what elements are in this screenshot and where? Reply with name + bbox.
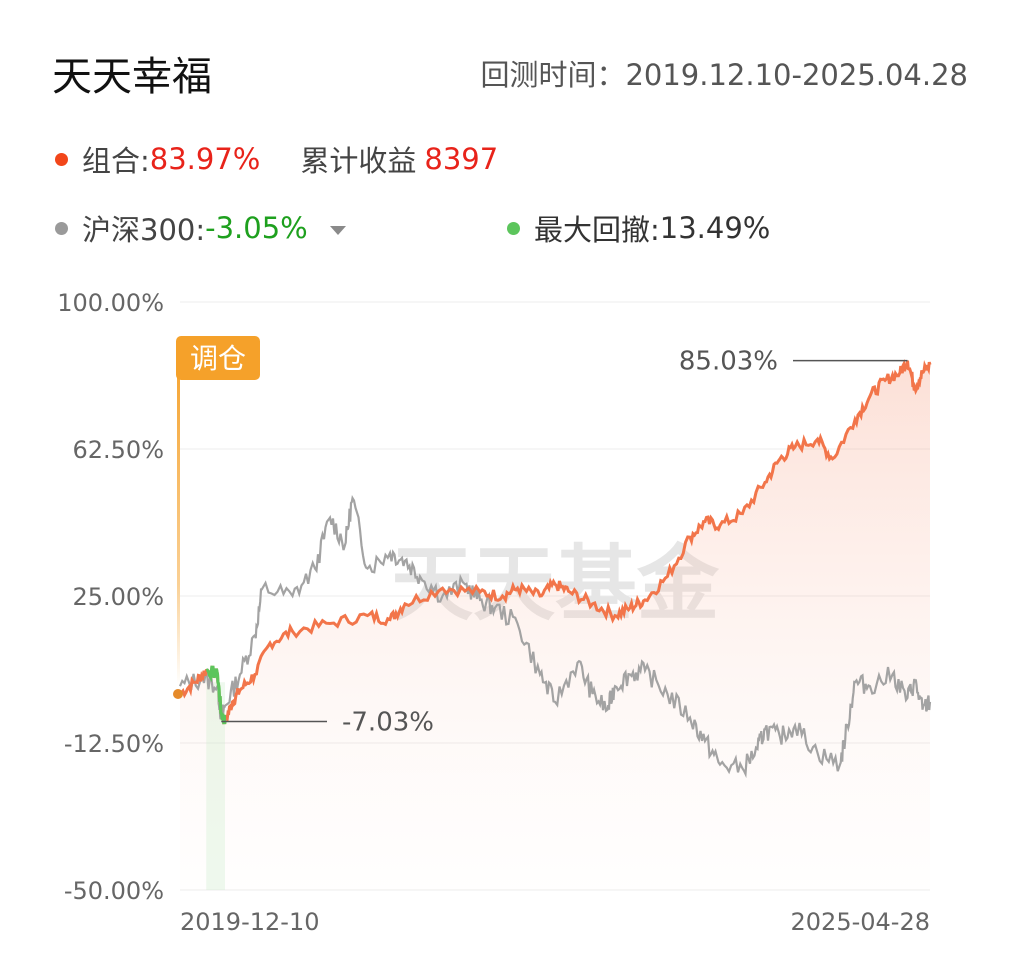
annotations: 85.03% -7.03% — [221, 347, 908, 738]
start-point — [173, 689, 183, 699]
benchmark-value: -3.05% — [205, 211, 308, 245]
portfolio-line — [179, 358, 932, 725]
drawdown-dot-icon — [507, 221, 520, 235]
portfolio-area — [180, 360, 930, 890]
rebalance-marker: 调仓 — [176, 336, 260, 686]
y-tick-label: 62.50% — [72, 436, 164, 464]
x-end-label: 2025-04-28 — [791, 908, 930, 936]
y-tick-label: 100.00% — [57, 289, 164, 317]
cumulative-label: 累计收益 — [300, 144, 417, 178]
drawdown-label: 最大回撤: — [534, 213, 660, 247]
benchmark-label: 沪深300: — [82, 213, 206, 247]
portfolio-dot-icon — [55, 152, 68, 166]
x-start-label: 2019-12-10 — [180, 908, 319, 936]
dropdown-caret-icon[interactable] — [329, 225, 346, 235]
drawdown-band — [206, 682, 225, 890]
page-title: 天天幸福 — [52, 54, 212, 100]
portfolio-label: 组合: — [82, 144, 150, 178]
y-tick-label: -12.50% — [64, 730, 164, 758]
cumulative-value: 8397 — [424, 142, 499, 176]
portfolio-legend: 组合: 83.97% 累计收益 8397 — [55, 138, 498, 180]
max-annotation-label: 85.03% — [679, 347, 778, 377]
y-tick-label: 25.00% — [72, 583, 164, 611]
y-tick-label: -50.00% — [64, 877, 164, 905]
performance-chart: 100.00%62.50%25.00%-12.50%-50.00% 天天基金 调… — [57, 289, 932, 936]
y-axis-ticks: 100.00% 62.50% 25.00% -12.50% -50.00% — [57, 289, 164, 905]
benchmark-dot-icon — [55, 221, 68, 235]
min-annotation-label: -7.03% — [342, 708, 434, 738]
drawdown-segment — [205, 665, 227, 725]
backtest-period: 回测时间：2019.12.10-2025.04.28 — [480, 58, 968, 92]
rebalance-line — [177, 346, 180, 686]
benchmark-legend[interactable]: 沪深300: -3.05% — [55, 207, 346, 249]
portfolio-value: 83.97% — [149, 142, 261, 176]
benchmark-line — [178, 494, 932, 779]
drawdown-value: 13.49% — [659, 211, 771, 245]
rebalance-badge — [176, 336, 260, 380]
drawdown-legend: 最大回撤: 13.49% — [507, 207, 770, 249]
rebalance-label: 调仓 — [190, 342, 246, 375]
